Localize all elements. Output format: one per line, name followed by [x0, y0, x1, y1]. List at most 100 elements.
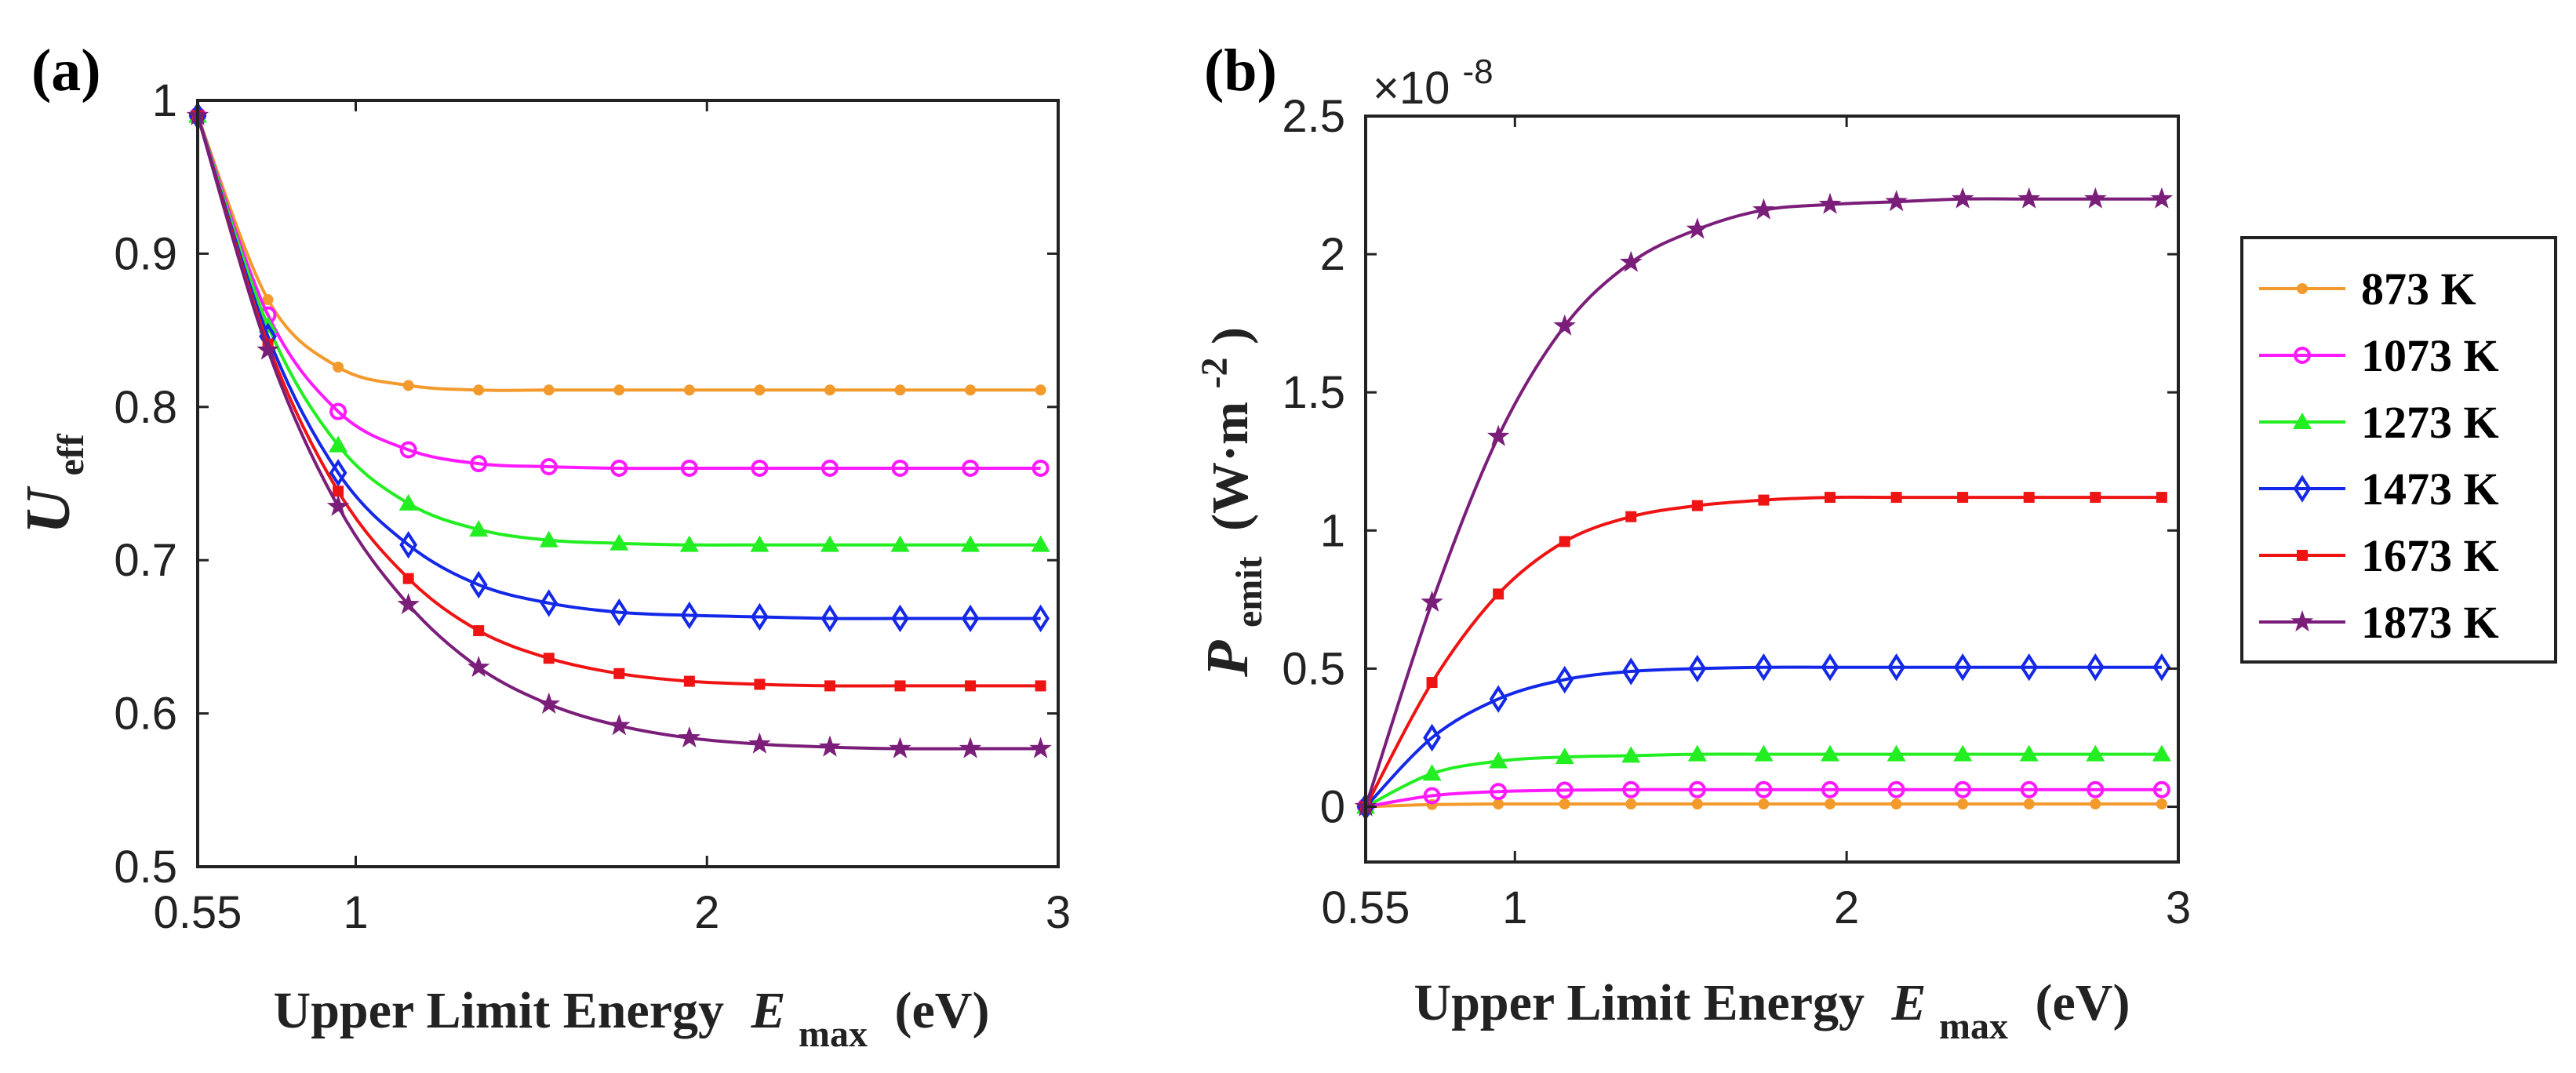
panel-a-point-1473-k: [1031, 604, 1050, 633]
panel-a-point-1473-k: [469, 570, 488, 599]
panel-b-point-1073-k: [2020, 780, 2038, 798]
panel-b-y-tick-label: 2.5: [1282, 91, 1345, 142]
legend-marker: [2297, 283, 2308, 294]
panel-b-point-1673-k: [1493, 588, 1504, 600]
panel-a-point-1073-k: [962, 459, 980, 477]
legend-entry: 1073 K: [2259, 330, 2499, 381]
panel-a-line-1073-k: [196, 115, 1041, 471]
panel-b-point-1273-k: [2019, 744, 2039, 762]
panel-b-point-1273-k: [2152, 744, 2171, 762]
y-axis-unit-close: ): [1202, 327, 1259, 344]
panel-b-point-1473-k: [2152, 653, 2171, 682]
legend-marker: [2293, 475, 2312, 503]
panel-a-point-1273-k: [890, 535, 910, 552]
panel-b-point-1873-k: [2084, 187, 2107, 209]
panel-a-point-1473-k: [891, 604, 909, 633]
panel-b-y-tick-label: 0.5: [1282, 643, 1345, 694]
panel-b-x-axis-title: Upper Limit Energy E max (eV): [1414, 974, 2130, 1050]
panel-a-x-axis-title: Upper Limit Energy E max (eV): [274, 982, 990, 1058]
panel-a-point-1673-k: [333, 486, 344, 497]
panel-b-point-1473-k: [1755, 653, 1773, 682]
panel-b-point-1673-k: [1691, 500, 1703, 511]
panel-b-point-1073-k: [1821, 780, 1839, 798]
legend-entry: 1473 K: [2259, 464, 2499, 515]
legend-items: 873 K 1073 K 1273 K 1473 K 1673 K 1873 K: [2259, 264, 2499, 648]
panel-a-point-1873-k: [748, 732, 771, 754]
panel-a-line-873-k: [196, 115, 1041, 392]
panel-a-line-1273-k: [196, 115, 1041, 547]
scale-base: ×10: [1373, 63, 1450, 114]
panel-b-point-1273-k: [2086, 744, 2105, 762]
panel-b-frame: [1364, 115, 2180, 864]
panel-a-marks: [186, 101, 1052, 758]
panel-b-point-1873-k: [1885, 190, 1908, 212]
panel-a-point-873-k: [894, 384, 906, 396]
panel-b-point-1473-k: [1555, 665, 1574, 694]
panel-a-point-1273-k: [539, 530, 558, 547]
panel-a-point-873-k: [333, 361, 344, 373]
panel-b-x-tick-label: 2: [1834, 882, 1859, 933]
legend-label: 1673 K: [2361, 530, 2499, 581]
panel-b-series-1273-k: [1356, 744, 2171, 814]
panel-b-point-1273-k: [1887, 744, 1906, 762]
x-axis-title-text: Upper Limit Energy: [274, 982, 724, 1039]
panel-a-point-1473-k: [680, 601, 699, 630]
panel-b-point-1673-k: [1825, 492, 1836, 504]
panel-a-point-1873-k: [818, 735, 842, 757]
panel-b-line-1873-k: [1364, 197, 2162, 808]
y-axis-subscript: emit: [1228, 556, 1270, 627]
legend-marker: [2294, 347, 2311, 364]
panel-b-point-1873-k: [1951, 187, 1974, 209]
panel-a-point-1473-k: [751, 602, 769, 631]
panel-a-point-873-k: [262, 294, 274, 306]
panel-a-point-1273-k: [820, 535, 839, 552]
panel-a-point-1673-k: [473, 625, 485, 637]
legend: 873 K 1073 K 1273 K 1473 K 1673 K 1873 K: [2240, 236, 2557, 664]
panel-b-point-1473-k: [2020, 653, 2039, 682]
panel-b-point-1673-k: [1890, 492, 1902, 504]
panel-a-line-1473-k: [196, 115, 1041, 620]
legend-entry: 873 K: [2259, 264, 2476, 315]
panel-a-point-873-k: [824, 384, 835, 396]
panel-a-point-1873-k: [608, 714, 631, 736]
panel-a-point-1473-k: [329, 459, 347, 487]
panel-b-point-1473-k: [1821, 653, 1839, 682]
y-axis-subscript: eff: [50, 433, 92, 475]
panel-a-point-1673-k: [543, 653, 555, 664]
panel-a-x-tick-label: 3: [1046, 887, 1071, 938]
panel-a-point-1073-k: [329, 402, 347, 420]
panel-b-line-1473-k: [1364, 665, 2162, 808]
panel-a-point-1073-k: [1031, 459, 1050, 477]
panel-b-point-1073-k: [1490, 783, 1508, 801]
panel-b-y-tick-label: 1.5: [1282, 367, 1345, 418]
panel-b-point-1873-k: [1486, 424, 1510, 446]
panel-b-point-1073-k: [1622, 780, 1640, 798]
panel-a-x-tick-label: 2: [694, 887, 719, 938]
panel-a-point-1673-k: [613, 667, 625, 679]
legend-label: 1873 K: [2361, 597, 2499, 648]
panel-b-y-tick-label: 2: [1320, 229, 1345, 280]
panel-b-point-1473-k: [1423, 723, 1441, 752]
panel-a-y-tick-label: 0.9: [114, 228, 177, 279]
panel-b-point-873-k: [2090, 798, 2101, 810]
panel-a-point-873-k: [965, 384, 977, 396]
panel-a-point-1873-k: [678, 726, 701, 747]
panel-b-point-1073-k: [1688, 780, 1706, 798]
panel-b-x-tick-label: 3: [2166, 882, 2191, 933]
panel-b-point-1273-k: [1687, 744, 1707, 762]
panel-b-point-873-k: [1890, 798, 1902, 810]
panel-b-point-873-k: [1625, 798, 1637, 810]
x-axis-title-text: Upper Limit Energy: [1414, 974, 1865, 1031]
panel-b-y-tick-label: 1: [1320, 505, 1345, 556]
panel-a-point-1873-k: [467, 656, 490, 678]
x-axis-unit: (eV): [2036, 974, 2130, 1031]
panel-b-point-1473-k: [1489, 685, 1508, 713]
legend-label: 1073 K: [2361, 330, 2499, 381]
y-axis-symbol: P: [1195, 640, 1261, 678]
x-axis-subscript: max: [799, 1013, 868, 1055]
panel-b-point-873-k: [2023, 798, 2035, 810]
panel-b-point-1073-k: [2152, 780, 2170, 798]
panel-b-line-1073-k: [1365, 787, 2162, 809]
panel-a-series-1273-k: [188, 106, 1050, 552]
panel-b-point-1273-k: [1555, 747, 1574, 765]
